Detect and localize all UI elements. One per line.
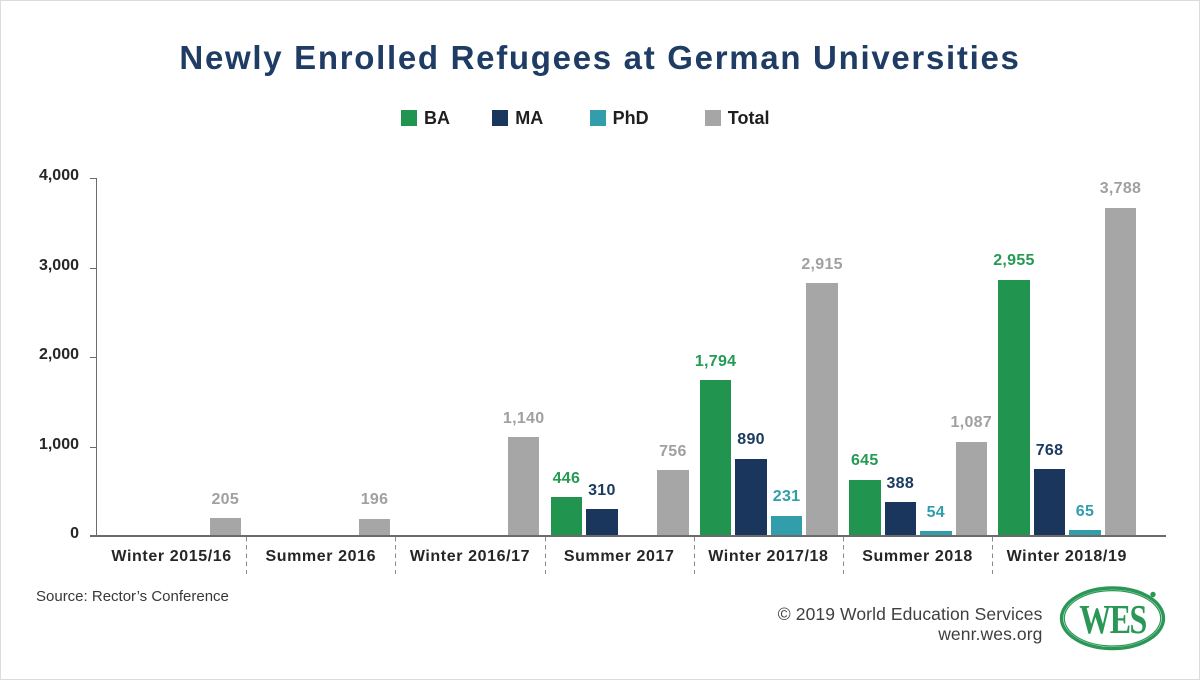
svg-text:WES: WES (1079, 596, 1146, 642)
